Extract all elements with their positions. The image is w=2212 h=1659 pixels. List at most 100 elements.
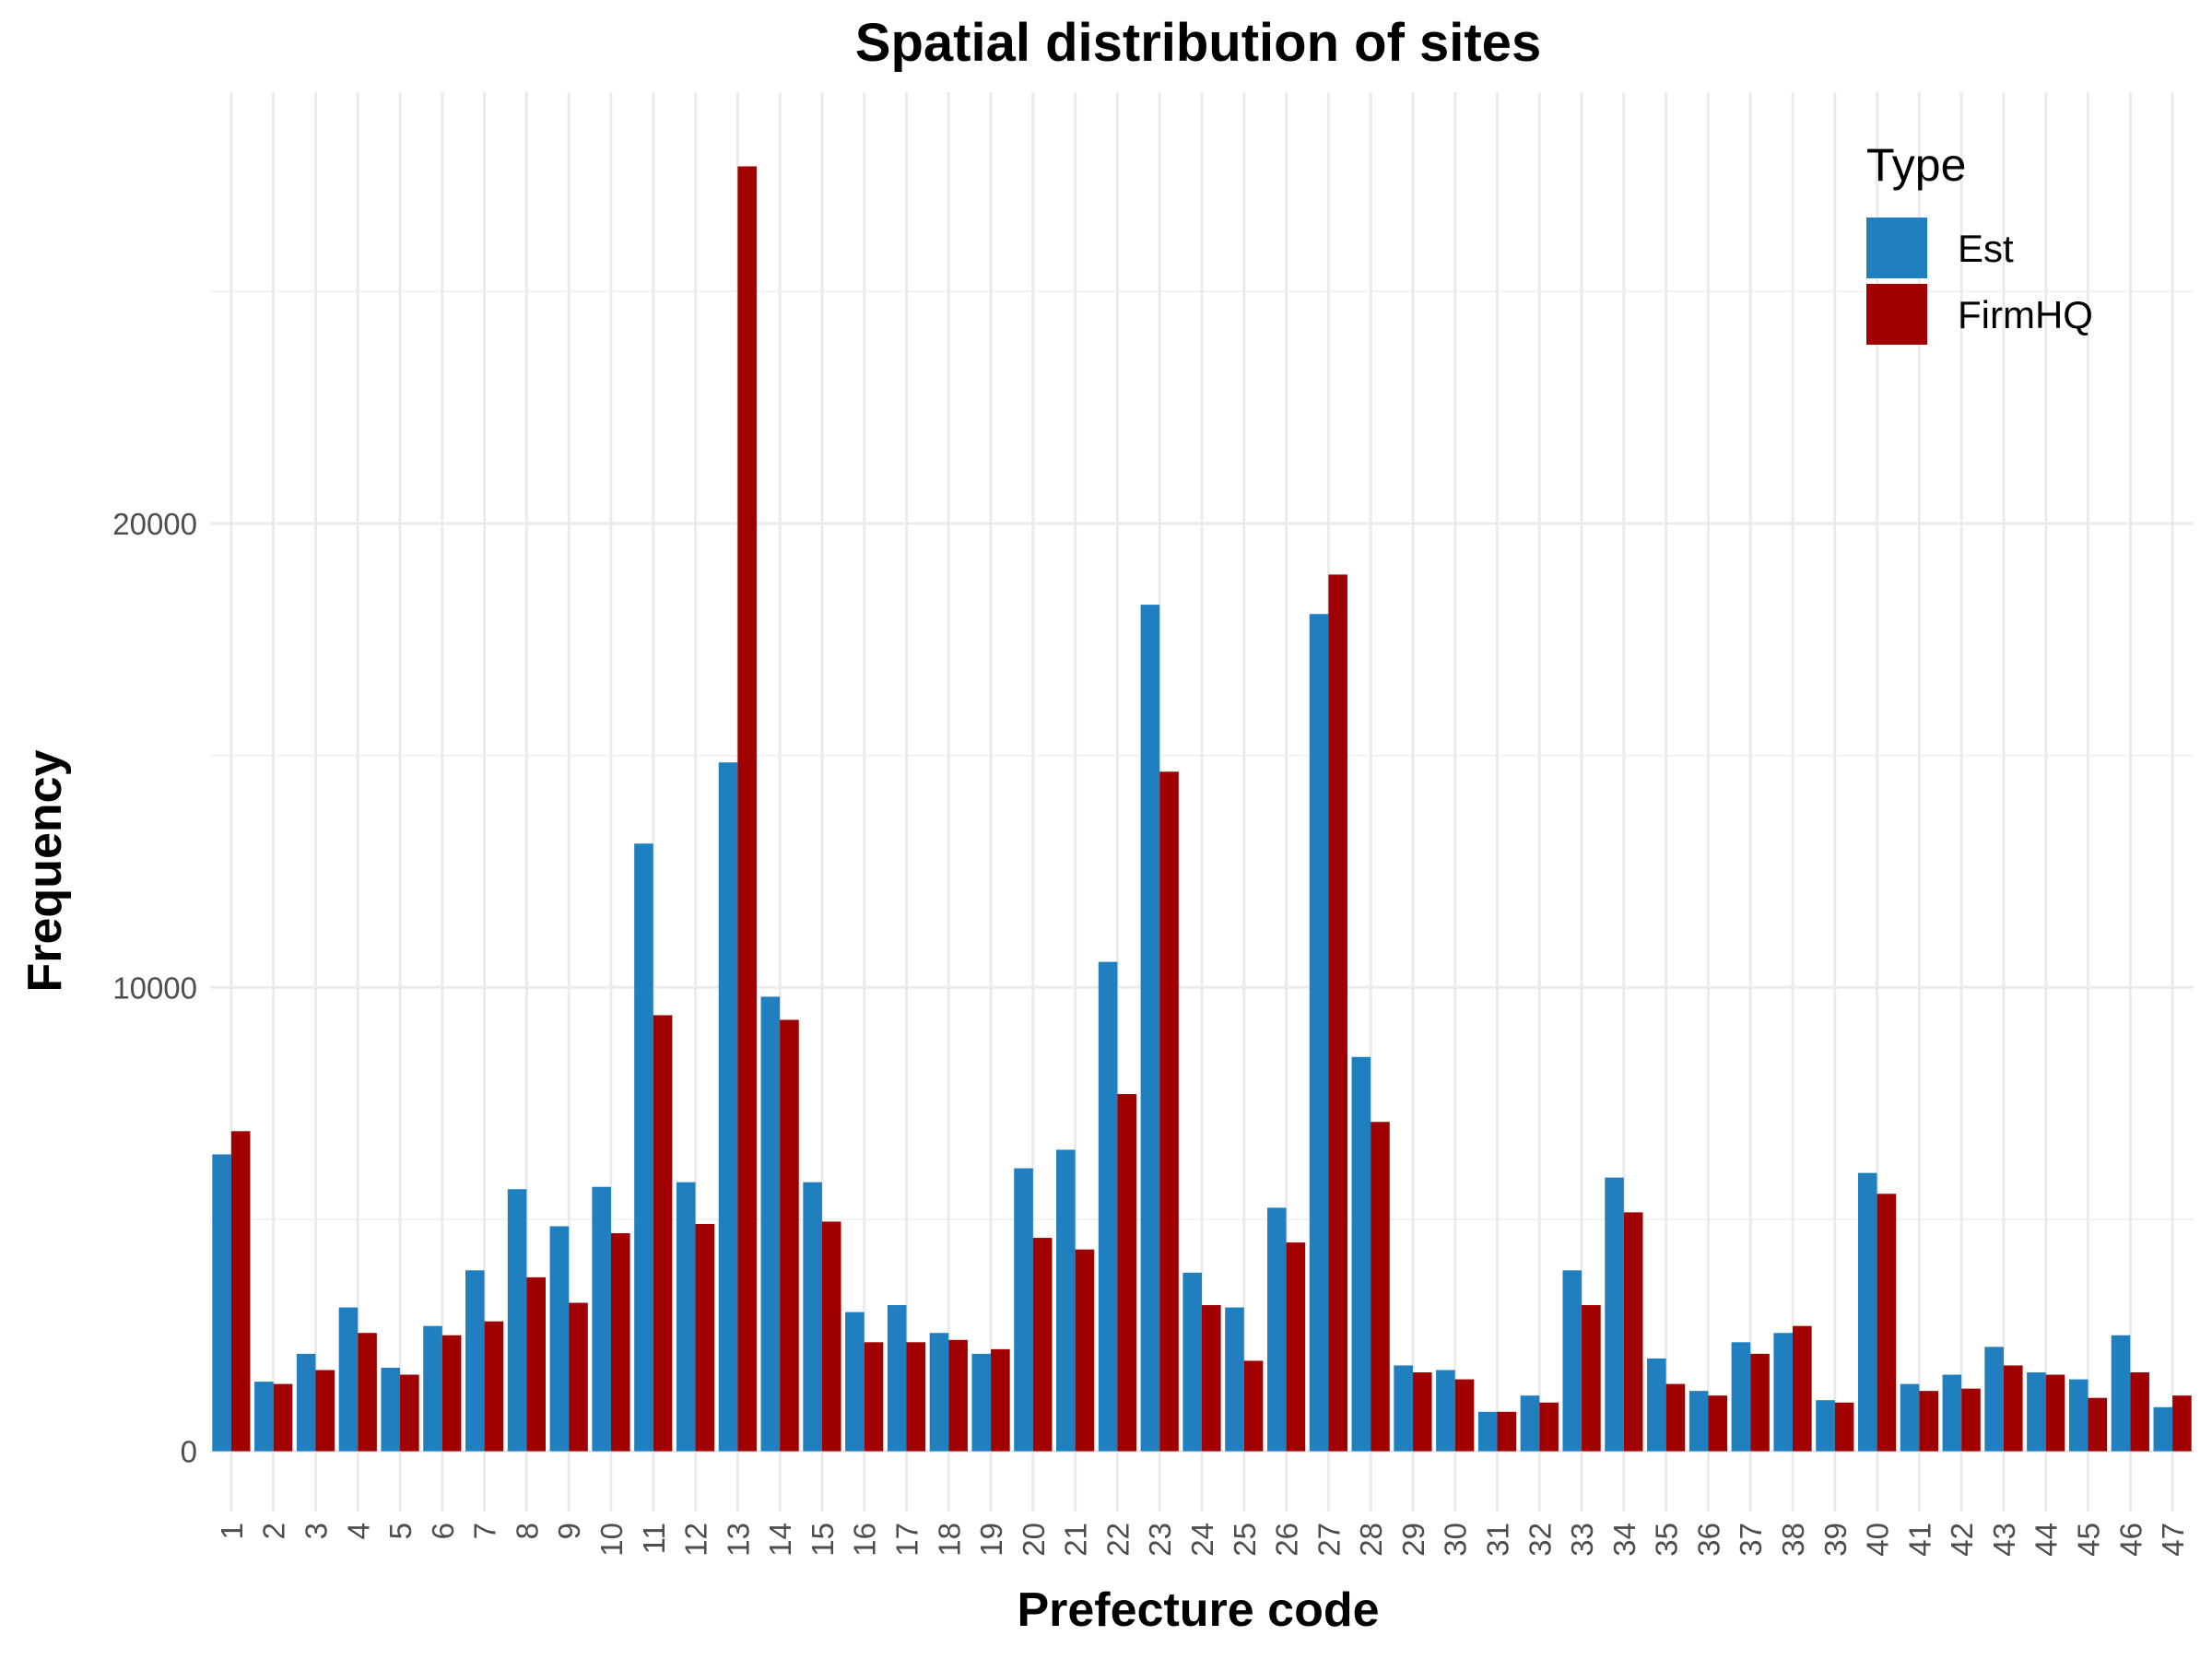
bar-firmhq-36 — [1708, 1395, 1728, 1452]
bar-firmhq-10 — [610, 1233, 630, 1452]
bar-firmhq-44 — [2045, 1374, 2065, 1452]
bar-firmhq-38 — [1793, 1325, 1812, 1452]
x-tick-label: 9 — [552, 1523, 586, 1539]
x-tick-label: 32 — [1523, 1523, 1557, 1557]
bar-firmhq-32 — [1539, 1402, 1559, 1452]
bar-firmhq-29 — [1412, 1372, 1432, 1452]
bar-est-31 — [1477, 1411, 1498, 1452]
x-tick-label: 26 — [1270, 1523, 1304, 1557]
x-tick-label: 13 — [721, 1523, 755, 1557]
y-axis-title: Frequency — [18, 749, 72, 992]
legend-key-est — [1866, 218, 1927, 278]
x-tick-label: 40 — [1861, 1523, 1895, 1557]
bar-est-23 — [1140, 605, 1160, 1452]
bar-firmhq-3 — [315, 1370, 335, 1452]
bar-est-5 — [381, 1367, 401, 1452]
x-tick-label: 18 — [932, 1523, 966, 1557]
legend-label-firmhq: FirmHQ — [1958, 293, 2093, 336]
x-tick-label: 27 — [1312, 1523, 1346, 1557]
bar-firmhq-34 — [1623, 1212, 1643, 1452]
bar-firmhq-4 — [358, 1333, 377, 1452]
bar-est-11 — [634, 843, 653, 1452]
bar-firmhq-39 — [1834, 1402, 1854, 1452]
bar-firmhq-15 — [821, 1221, 841, 1452]
x-tick-label: 22 — [1100, 1523, 1135, 1557]
bar-firmhq-47 — [2172, 1395, 2192, 1452]
bar-est-18 — [929, 1333, 949, 1452]
bars — [212, 166, 2192, 1452]
x-tick-label: 8 — [510, 1523, 544, 1539]
bar-est-29 — [1394, 1365, 1413, 1452]
x-tick-label: 14 — [763, 1523, 797, 1557]
x-tick-label: 16 — [848, 1523, 882, 1557]
bar-firmhq-46 — [2130, 1372, 2149, 1452]
x-tick-label: 10 — [594, 1523, 629, 1557]
bar-est-12 — [676, 1182, 696, 1452]
bar-est-20 — [1014, 1168, 1033, 1452]
bar-firmhq-43 — [2003, 1365, 2023, 1452]
x-tick-label: 23 — [1143, 1523, 1177, 1557]
bar-firmhq-33 — [1582, 1305, 1601, 1452]
x-tick-label: 7 — [468, 1523, 502, 1539]
bar-est-30 — [1436, 1370, 1455, 1452]
bar-est-7 — [465, 1270, 485, 1452]
x-tick-label: 3 — [299, 1523, 333, 1539]
y-tick-label: 20000 — [112, 507, 197, 541]
bar-firmhq-20 — [1032, 1238, 1053, 1452]
x-tick-label: 24 — [1185, 1523, 1219, 1557]
bar-est-22 — [1098, 961, 1118, 1452]
bar-est-8 — [507, 1189, 527, 1452]
bar-firmhq-5 — [400, 1374, 419, 1452]
bar-est-14 — [760, 996, 781, 1452]
bar-firmhq-31 — [1497, 1411, 1517, 1452]
bar-est-27 — [1309, 614, 1329, 1452]
bar-firmhq-7 — [484, 1321, 504, 1452]
x-tick-label: 19 — [974, 1523, 1008, 1557]
x-tick-label: 34 — [1607, 1523, 1641, 1557]
x-tick-label: 17 — [889, 1523, 924, 1557]
x-tick-label: 36 — [1691, 1523, 1725, 1557]
bar-firmhq-41 — [1919, 1391, 1938, 1452]
bar-firmhq-1 — [230, 1131, 251, 1452]
y-tick-label: 0 — [181, 1435, 197, 1469]
bar-firmhq-18 — [948, 1339, 968, 1452]
x-tick-label: 15 — [806, 1523, 840, 1557]
bar-firmhq-40 — [1877, 1194, 1897, 1452]
x-tick-label: 42 — [1945, 1523, 1979, 1557]
bar-firmhq-28 — [1371, 1122, 1390, 1452]
x-tick-label: 25 — [1228, 1523, 1262, 1557]
x-tick-label: 11 — [637, 1523, 671, 1554]
bar-est-3 — [296, 1353, 316, 1452]
bar-est-10 — [592, 1186, 611, 1452]
bar-est-37 — [1731, 1342, 1751, 1452]
bar-firmhq-2 — [273, 1383, 293, 1452]
y-axis-ticks: 0 10000 20000 — [112, 507, 197, 1469]
bar-est-33 — [1562, 1270, 1583, 1452]
bar-est-28 — [1351, 1056, 1371, 1452]
legend-label-est: Est — [1958, 227, 2014, 270]
x-tick-label: 44 — [2030, 1523, 2064, 1557]
x-axis-ticks: 1 2 3 4 5 6 7 8 9 10 11 12 13 14 15 16 17 18 19 20 21 22 23 24 2… — [215, 1523, 2190, 1557]
bar-firmhq-42 — [1961, 1388, 1981, 1452]
x-tick-label: 28 — [1354, 1523, 1388, 1557]
x-tick-label: 46 — [2113, 1523, 2147, 1557]
bar-firmhq-19 — [991, 1348, 1010, 1452]
bar-firmhq-45 — [2088, 1397, 2108, 1452]
bar-est-32 — [1520, 1395, 1540, 1452]
x-tick-label: 45 — [2072, 1523, 2106, 1557]
bar-est-46 — [2111, 1335, 2131, 1452]
bar-est-43 — [1984, 1347, 2004, 1452]
x-tick-label: 33 — [1565, 1523, 1599, 1557]
bar-firmhq-23 — [1159, 771, 1179, 1452]
bar-firmhq-8 — [526, 1277, 547, 1452]
bar-est-4 — [338, 1307, 359, 1452]
x-tick-label: 1 — [215, 1523, 249, 1539]
bar-firmhq-27 — [1328, 574, 1347, 1452]
x-tick-label: 12 — [679, 1523, 713, 1557]
x-tick-label: 35 — [1650, 1523, 1684, 1557]
x-tick-label: 21 — [1059, 1523, 1093, 1557]
bar-firmhq-35 — [1665, 1383, 1686, 1452]
x-tick-label: 4 — [341, 1523, 375, 1539]
bar-firmhq-14 — [780, 1019, 799, 1452]
